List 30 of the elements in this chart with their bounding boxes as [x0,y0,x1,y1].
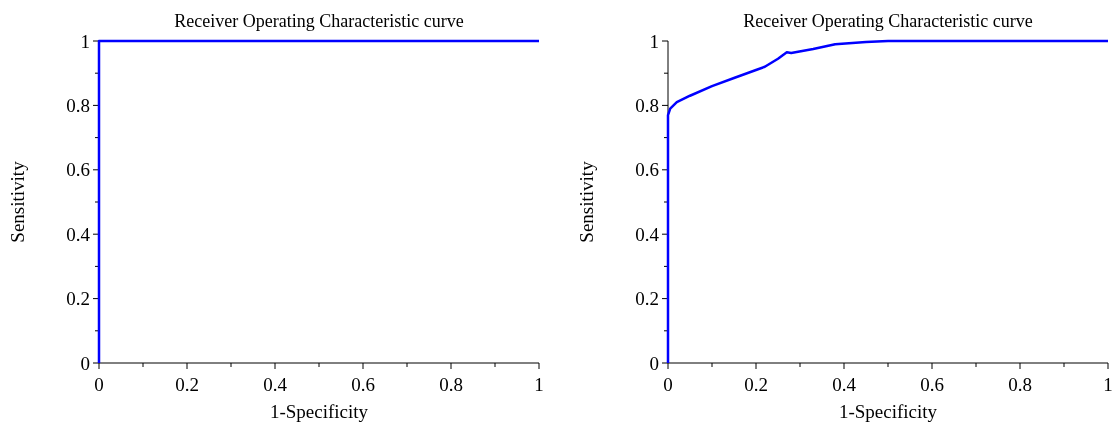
y-tick-label: 0.4 [66,223,91,245]
y-tick-label: 0.2 [66,288,90,310]
x-tick-label: 0.6 [920,374,944,395]
y-tick-label: 0.6 [66,159,90,181]
y-tick-label: 1 [80,30,90,52]
x-tick-label: 0.4 [832,374,857,395]
y-axis-title: Sensitivity [576,160,597,243]
y-tick-label: 1 [649,30,659,52]
x-tick-label: 0.2 [175,374,199,395]
x-axis-title: 1-Specificity [269,401,369,422]
y-tick-label: 0.2 [635,288,659,310]
x-tick-label: 0.4 [263,374,288,395]
x-tick-label: 0 [663,374,673,395]
chart-title: Receiver Operating Characteristic curve [743,11,1033,31]
y-tick-label: 0 [649,352,659,374]
x-tick-label: 0.8 [1008,374,1032,395]
chart-title: Receiver Operating Characteristic curve [174,11,464,31]
x-tick-label: 0.2 [744,374,768,395]
x-axis-title: 1-Specificity [838,401,938,422]
y-axis-title: Sensitivity [7,160,28,243]
x-tick-label: 0 [94,374,104,395]
x-tick-label: 0.6 [351,374,375,395]
x-tick-label: 0.8 [439,374,463,395]
y-tick-label: 0 [80,352,90,374]
y-tick-label: 0.4 [635,223,660,245]
y-tick-label: 0.6 [635,159,659,181]
y-tick-label: 0.8 [635,95,659,117]
y-tick-label: 0.8 [66,95,90,117]
x-tick-label: 1 [1103,374,1113,395]
x-tick-label: 1 [534,374,544,395]
